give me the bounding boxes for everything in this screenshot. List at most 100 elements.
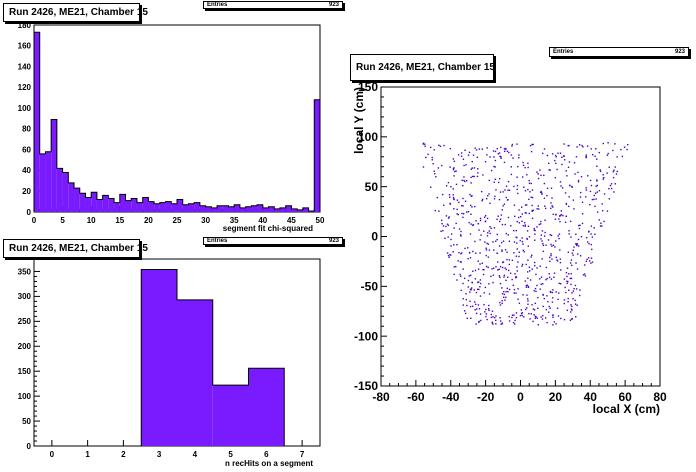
chi2-stats-value: 923 [328, 2, 339, 8]
scatter-point [569, 262, 572, 264]
scatter-point [585, 154, 587, 156]
scatter-point [513, 252, 515, 254]
scatter-point [511, 316, 513, 319]
scatter-point [531, 254, 533, 256]
scatter-point [498, 268, 500, 271]
scatter-point [483, 303, 485, 306]
scatter-point [455, 183, 458, 186]
scatter-point [498, 198, 501, 201]
scatter-point [596, 184, 599, 187]
scatter-point [615, 173, 618, 175]
scatter-point [487, 256, 490, 258]
scatter-point [518, 251, 520, 253]
scatter-point [470, 223, 472, 225]
scatter-point [479, 286, 481, 288]
scatter-point [526, 238, 528, 240]
scatter-point [465, 164, 467, 166]
histogram-bar [177, 199, 183, 212]
scatter-point [506, 150, 509, 152]
scatter-point [456, 213, 458, 215]
scatter-point [507, 180, 510, 183]
scatter-point [585, 187, 587, 189]
scatter-point [469, 291, 471, 293]
scatter-point [505, 147, 507, 150]
scatter-point [501, 209, 503, 211]
scatter-point [554, 159, 556, 162]
scatter-point [467, 210, 470, 213]
scatter-point [542, 244, 545, 247]
scatter-point [531, 304, 533, 306]
scatter-point [512, 284, 515, 286]
scatter-point [471, 160, 473, 163]
chi2-histogram: 0 5 10 15 20 25 30 35 40 45 50 0 20 40 60 80 100 120 140 16… [18, 21, 325, 233]
scatter-point [453, 273, 455, 276]
scatter-point [449, 166, 451, 168]
scatter-point [565, 291, 567, 294]
scatter-point [549, 307, 551, 309]
scatter-point [508, 269, 510, 272]
scatter-point [566, 175, 568, 177]
scatter-point [447, 254, 450, 257]
scatter-point [576, 146, 578, 148]
scatter-point [560, 213, 563, 216]
scatter-point [487, 232, 489, 234]
scatter-point [556, 259, 558, 261]
scatter-point [486, 242, 488, 245]
scatter-point [596, 211, 599, 213]
scatter-point [470, 176, 472, 179]
histogram-bar [297, 209, 303, 212]
x-tick-label: 0 [32, 216, 37, 225]
histogram-bar [205, 206, 212, 212]
scatter-point [493, 181, 495, 183]
scatter-point [495, 266, 497, 268]
y-tick-label: -100 [354, 329, 378, 343]
scatter-point [554, 176, 557, 179]
scatter-point [490, 227, 492, 230]
scatter-point [545, 244, 547, 246]
scatter-point [589, 190, 592, 193]
scatter-point [541, 283, 544, 285]
scatter-point [479, 217, 482, 220]
scatter-point [563, 318, 566, 321]
scatter-point [462, 205, 464, 207]
scatter-point [483, 230, 485, 232]
scatter-point [510, 224, 512, 227]
scatter-point [487, 243, 490, 245]
scatter-point [571, 309, 573, 311]
scatter-point [590, 262, 592, 264]
scatter-point [535, 273, 537, 276]
scatter-point [518, 255, 520, 258]
scatter-point [627, 143, 629, 146]
scatter-point [595, 198, 597, 200]
scatter-point [569, 319, 572, 321]
scatter-point [488, 309, 490, 312]
scatter-point [528, 312, 530, 315]
scatter-point [494, 178, 497, 181]
x-tick-label: -20 [477, 390, 495, 404]
scatter-point [532, 209, 534, 211]
histogram-bar [96, 199, 103, 212]
scatter-point [526, 284, 529, 286]
scatter-point [553, 276, 555, 278]
scatter-point [560, 269, 562, 271]
scatter-point [460, 261, 462, 263]
scatter-point [500, 241, 503, 244]
scatter-point [538, 223, 540, 226]
scatter-point [460, 252, 463, 254]
scatter-point [462, 213, 465, 215]
scatter-point [548, 169, 550, 171]
x-tick-label: 0 [50, 450, 55, 459]
scatter-point [528, 236, 531, 238]
scatter-point [608, 198, 611, 200]
nrechits-title: Run 2426, ME21, Chamber 15 [3, 239, 148, 258]
scatter-point [505, 296, 507, 299]
x-axis-label: n recHits on a segment [225, 459, 313, 468]
scatter-point [452, 194, 454, 196]
scatter-point [543, 174, 545, 177]
scatter-point [565, 271, 568, 274]
scatter-point [505, 232, 507, 235]
scatter-point [567, 300, 569, 303]
histogram-bar [102, 195, 109, 212]
scatter-point [577, 179, 580, 182]
scatter-point [585, 260, 588, 262]
